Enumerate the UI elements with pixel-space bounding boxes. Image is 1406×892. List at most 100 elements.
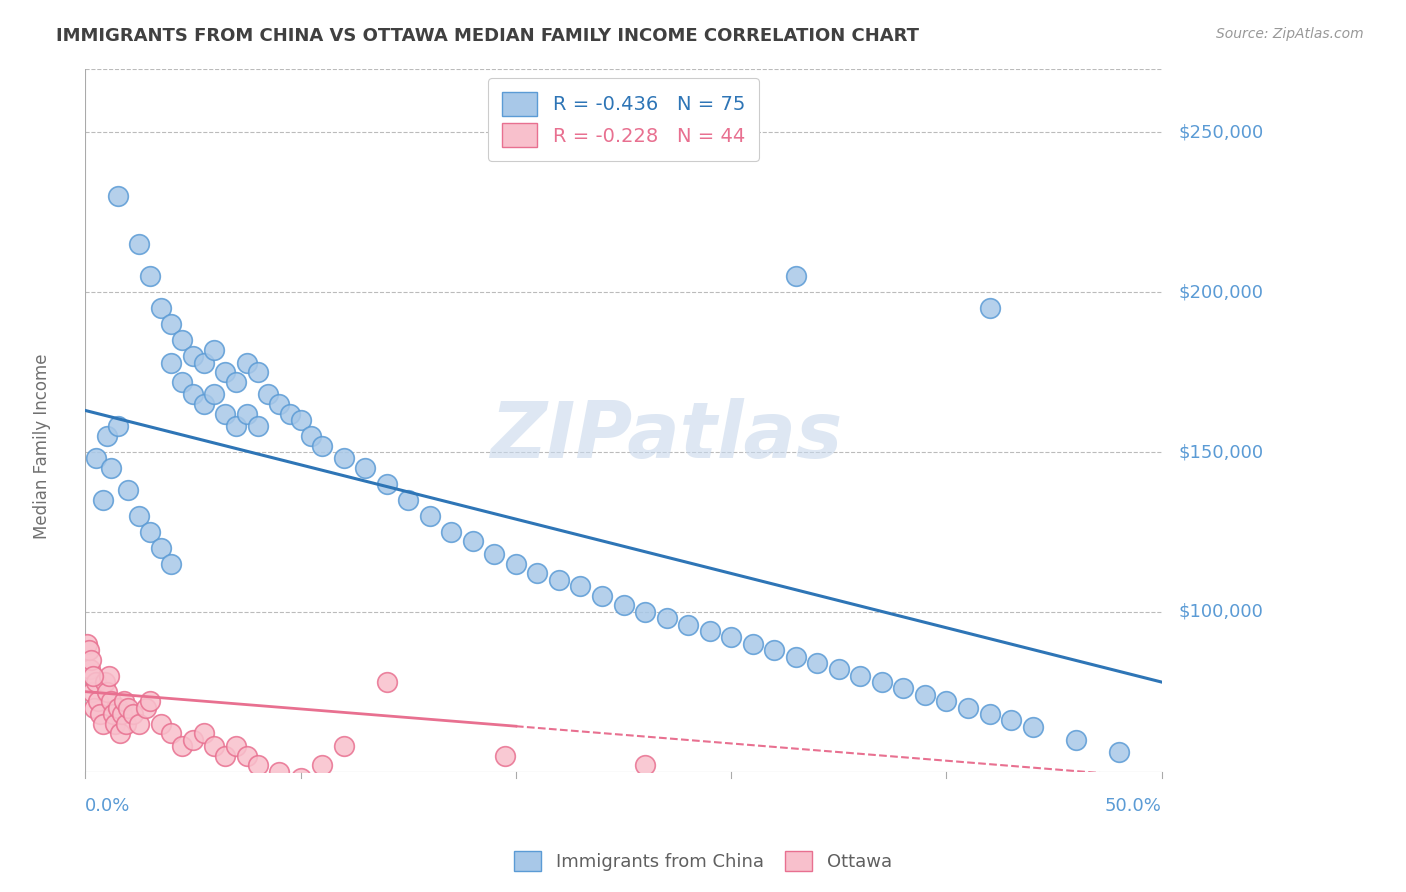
Point — [121, 707, 143, 722]
Point — [108, 726, 131, 740]
Point — [160, 355, 183, 369]
Point — [96, 429, 118, 443]
Text: 0.0%: 0.0% — [86, 797, 131, 815]
Point — [332, 739, 354, 753]
Point — [828, 662, 851, 676]
Point — [979, 707, 1001, 722]
Point — [290, 413, 312, 427]
Point — [149, 541, 172, 555]
Point — [634, 758, 657, 772]
Point — [79, 653, 101, 667]
Point — [494, 748, 516, 763]
Point — [160, 317, 183, 331]
Point — [149, 301, 172, 316]
Point — [419, 508, 441, 523]
Point — [128, 237, 150, 252]
Point — [311, 439, 333, 453]
Point — [806, 656, 828, 670]
Point — [139, 524, 162, 539]
Point — [225, 739, 247, 753]
Point — [172, 375, 194, 389]
Point — [375, 675, 398, 690]
Point — [84, 675, 107, 690]
Point — [935, 694, 957, 708]
Point — [139, 694, 162, 708]
Point — [741, 637, 763, 651]
Point — [214, 407, 236, 421]
Text: ZIPatlas: ZIPatlas — [491, 398, 842, 474]
Point — [91, 716, 114, 731]
Legend: Immigrants from China, Ottawa: Immigrants from China, Ottawa — [506, 844, 900, 879]
Point — [128, 716, 150, 731]
Point — [76, 637, 98, 651]
Point — [849, 669, 872, 683]
Point — [893, 681, 915, 696]
Point — [172, 333, 194, 347]
Point — [89, 707, 111, 722]
Point — [311, 758, 333, 772]
Text: Source: ZipAtlas.com: Source: ZipAtlas.com — [1216, 27, 1364, 41]
Point — [1021, 720, 1043, 734]
Point — [96, 684, 118, 698]
Point — [299, 429, 322, 443]
Point — [440, 524, 463, 539]
Point — [225, 419, 247, 434]
Point — [461, 534, 484, 549]
Point — [655, 611, 678, 625]
Point — [98, 669, 121, 683]
Point — [699, 624, 721, 638]
Point — [111, 707, 134, 722]
Point — [569, 579, 592, 593]
Point — [193, 726, 215, 740]
Point — [484, 547, 506, 561]
Point — [79, 662, 101, 676]
Point — [84, 451, 107, 466]
Point — [87, 694, 110, 708]
Point — [107, 189, 129, 203]
Point — [181, 387, 204, 401]
Point — [160, 557, 183, 571]
Point — [763, 643, 786, 657]
Point — [149, 716, 172, 731]
Point — [505, 557, 527, 571]
Point — [548, 573, 571, 587]
Point — [225, 375, 247, 389]
Point — [236, 407, 259, 421]
Point — [1108, 746, 1130, 760]
Point — [204, 739, 226, 753]
Legend: R = -0.436   N = 75, R = -0.228   N = 44: R = -0.436 N = 75, R = -0.228 N = 44 — [488, 78, 759, 161]
Point — [870, 675, 893, 690]
Point — [181, 732, 204, 747]
Point — [785, 269, 807, 284]
Text: 50.0%: 50.0% — [1105, 797, 1161, 815]
Point — [267, 397, 290, 411]
Text: $150,000: $150,000 — [1180, 443, 1264, 461]
Point — [112, 694, 135, 708]
Point — [236, 748, 259, 763]
Point — [160, 726, 183, 740]
Point — [591, 589, 613, 603]
Point — [204, 343, 226, 357]
Point — [526, 566, 548, 581]
Point — [257, 387, 280, 401]
Point — [77, 643, 100, 657]
Point — [246, 758, 269, 772]
Point — [128, 508, 150, 523]
Point — [1000, 714, 1022, 728]
Point — [720, 631, 742, 645]
Point — [107, 700, 129, 714]
Point — [83, 700, 105, 714]
Point — [236, 355, 259, 369]
Point — [979, 301, 1001, 316]
Point — [139, 269, 162, 284]
Point — [172, 739, 194, 753]
Point — [104, 716, 127, 731]
Point — [676, 617, 699, 632]
Text: $100,000: $100,000 — [1180, 603, 1264, 621]
Point — [914, 688, 936, 702]
Point — [135, 700, 157, 714]
Point — [193, 355, 215, 369]
Point — [612, 599, 634, 613]
Point — [214, 748, 236, 763]
Point — [193, 397, 215, 411]
